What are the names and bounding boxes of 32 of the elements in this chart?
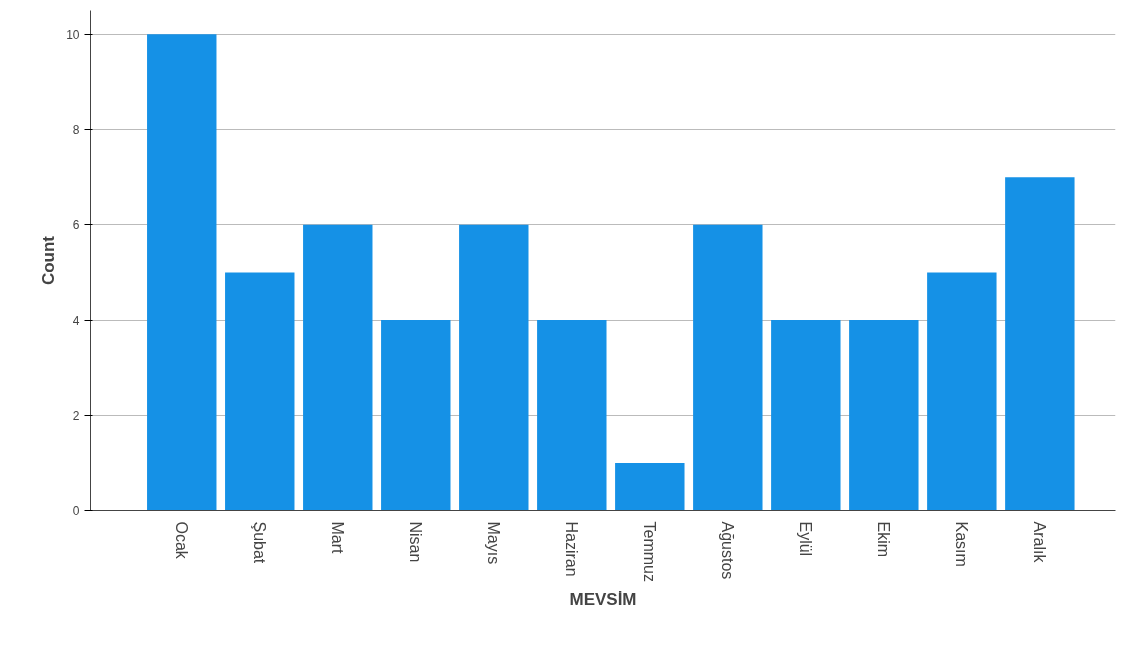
- bar: [927, 272, 997, 511]
- x-tick-label: Mart: [329, 521, 347, 555]
- y-tick-label: 8: [72, 123, 80, 138]
- bar: [1005, 177, 1075, 511]
- bar: [459, 224, 529, 511]
- x-tick-label: Kasım: [953, 521, 971, 567]
- y-tick-label: 2: [72, 408, 80, 423]
- y-tick-label: 0: [72, 504, 80, 518]
- y-tick-label: 6: [72, 218, 80, 233]
- bar: [537, 320, 607, 511]
- bar: [147, 34, 217, 511]
- x-tick-label: Ocak: [173, 521, 191, 560]
- bar: [225, 272, 295, 511]
- x-tick-label: Temmuz: [641, 521, 659, 582]
- x-tick-label: Nisan: [407, 521, 425, 563]
- x-tick-label: Ağustos: [719, 521, 737, 580]
- x-tick-label: Şubat: [251, 521, 269, 564]
- bar: [381, 320, 451, 511]
- y-tick-label: 10: [66, 27, 80, 42]
- x-tick-label: Aralık: [1031, 521, 1049, 564]
- y-tick-label: 4: [72, 313, 80, 328]
- bar: [693, 224, 763, 511]
- bar: [771, 320, 841, 511]
- x-tick-label: Mayıs: [485, 521, 503, 565]
- x-tick-label: Haziran: [563, 521, 581, 577]
- x-tick-label: Ekim: [875, 521, 893, 558]
- x-tick-label: Eylül: [797, 521, 815, 557]
- bar: [303, 224, 373, 511]
- bar: [615, 462, 685, 511]
- x-axis-title: MEVSİM: [569, 589, 637, 609]
- y-axis-title: Count: [39, 235, 59, 286]
- bar: [849, 320, 919, 511]
